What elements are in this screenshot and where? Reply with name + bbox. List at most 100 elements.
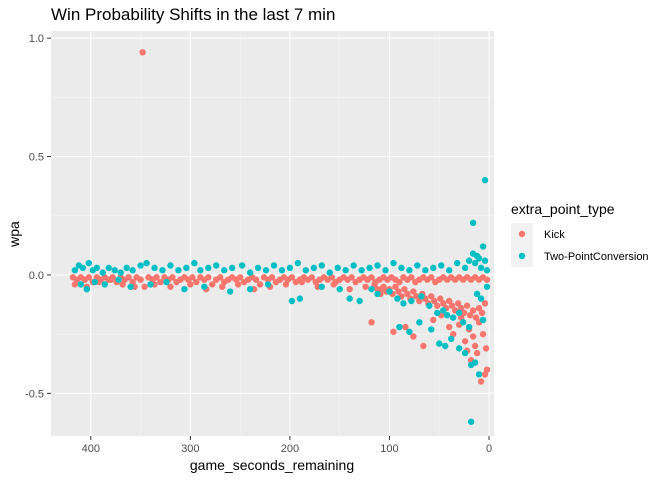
data-point-kick [236, 274, 244, 281]
data-point-two-pointconversion [191, 259, 198, 267]
data-point-two-pointconversion [83, 285, 91, 293]
data-point-two-pointconversion [342, 267, 349, 274]
data-point-two-pointconversion [481, 257, 489, 264]
data-point-kick [392, 283, 399, 290]
y-tick-label: -0.5 [25, 388, 44, 400]
data-point-kick [469, 307, 477, 314]
grid-layer [51, 31, 494, 436]
legend-title: extra_point_type [511, 201, 615, 217]
data-point-two-pointconversion [438, 262, 445, 269]
data-point-two-pointconversion [310, 264, 318, 272]
data-point-kick [408, 274, 415, 281]
data-point-two-pointconversion [475, 371, 483, 378]
data-point-two-pointconversion [318, 283, 325, 290]
data-point-two-pointconversion [228, 264, 236, 272]
data-point-two-pointconversion [262, 267, 270, 274]
data-point-two-pointconversion [455, 345, 463, 352]
data-point-two-pointconversion [406, 328, 413, 335]
data-point-two-pointconversion [430, 264, 437, 272]
data-point-two-pointconversion [408, 297, 415, 305]
data-point-two-pointconversion [296, 295, 304, 302]
data-point-two-pointconversion [326, 269, 333, 276]
data-point-two-pointconversion [473, 290, 481, 298]
data-point-two-pointconversion [467, 418, 475, 425]
data-point-two-pointconversion [394, 295, 401, 302]
data-point-two-pointconversion [129, 267, 136, 274]
data-point-two-pointconversion [366, 264, 373, 272]
data-point-two-pointconversion [111, 267, 118, 274]
data-point-kick [288, 274, 296, 281]
data-point-kick [368, 319, 375, 326]
data-point-two-pointconversion [382, 267, 389, 274]
y-tick-label: 0.5 [29, 152, 44, 164]
data-point-kick [346, 285, 353, 293]
data-point-two-pointconversion [406, 267, 413, 274]
data-point-kick [428, 293, 435, 300]
data-point-two-pointconversion [115, 276, 122, 283]
data-point-kick [217, 274, 224, 281]
data-point-two-pointconversion [302, 267, 310, 274]
data-point-kick [472, 314, 480, 321]
data-point-two-pointconversion [71, 267, 79, 274]
data-point-kick [430, 316, 437, 324]
data-point-two-pointconversion [414, 262, 421, 269]
y-tick-label: 0.0 [29, 270, 44, 282]
data-point-two-pointconversion [418, 293, 425, 300]
data-point-two-pointconversion [350, 262, 357, 269]
data-point-two-pointconversion [386, 288, 393, 295]
data-point-kick [330, 281, 337, 288]
x-tick-label: 400 [82, 443, 100, 455]
chart-title: Win Probability Shifts in the last 7 min [51, 5, 335, 24]
data-point-kick [446, 323, 453, 331]
data-point-two-pointconversion [396, 323, 403, 331]
data-point-two-pointconversion [163, 278, 170, 286]
data-point-two-pointconversion [294, 259, 302, 267]
data-point-two-pointconversion [183, 264, 190, 272]
data-point-two-pointconversion [334, 264, 341, 272]
data-point-kick [481, 300, 489, 307]
data-point-two-pointconversion [99, 269, 106, 276]
data-point-kick [437, 295, 444, 302]
data-point-kick [483, 366, 491, 373]
data-point-kick [410, 288, 417, 295]
data-point-two-pointconversion [449, 314, 457, 321]
plot-panel [51, 31, 494, 436]
data-point-kick [473, 349, 481, 357]
data-point-kick [71, 281, 79, 288]
data-point-kick [402, 323, 409, 331]
data-point-two-pointconversion [446, 267, 453, 274]
data-point-kick [157, 278, 164, 286]
data-point-two-pointconversion [426, 302, 433, 309]
data-point-two-pointconversion [77, 281, 85, 288]
data-point-two-pointconversion [197, 267, 204, 274]
legend-key-kick [518, 230, 526, 238]
data-point-kick [85, 274, 93, 281]
data-point-kick [395, 288, 402, 295]
data-point-two-pointconversion [127, 283, 134, 290]
x-tick-label: 100 [380, 443, 398, 455]
x-tick-label: 300 [181, 443, 199, 455]
y-tick-label: 1.0 [29, 33, 44, 45]
data-point-two-pointconversion [477, 295, 485, 302]
data-point-two-pointconversion [288, 297, 296, 305]
data-point-kick [193, 278, 200, 286]
x-axis-ticks: 400 300 200 100 0 [82, 436, 492, 455]
data-point-kick [413, 293, 420, 300]
data-point-two-pointconversion [440, 307, 447, 314]
data-point-two-pointconversion [453, 259, 461, 267]
data-point-two-pointconversion [434, 309, 441, 317]
data-point-two-pointconversion [481, 177, 489, 184]
data-point-kick [410, 333, 417, 340]
data-point-two-pointconversion [455, 309, 463, 317]
data-point-kick [308, 274, 316, 281]
data-point-two-pointconversion [221, 267, 228, 274]
data-point-two-pointconversion [444, 312, 451, 319]
legend: extra_point_type Kick Two-PointConversion [511, 201, 649, 267]
data-point-kick [125, 274, 132, 281]
data-point-two-pointconversion [400, 300, 407, 307]
data-point-kick [219, 283, 226, 290]
data-point-two-pointconversion [143, 259, 150, 267]
legend-label-two-pointconversion: Two-PointConversion [544, 251, 649, 263]
data-point-two-pointconversion [374, 290, 381, 298]
